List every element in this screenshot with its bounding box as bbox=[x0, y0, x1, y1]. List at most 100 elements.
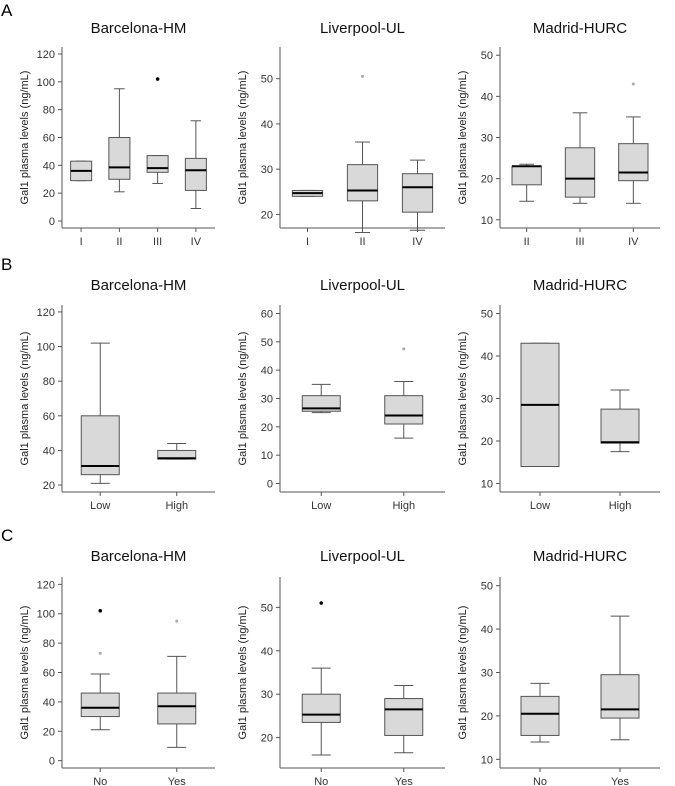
box-yes bbox=[384, 685, 424, 754]
outlier-point bbox=[319, 601, 324, 605]
iqr-box bbox=[108, 137, 131, 180]
x-tick-label: Yes bbox=[168, 776, 186, 786]
x-tick-label: No bbox=[93, 776, 107, 786]
x-tick-label: Low bbox=[530, 500, 550, 512]
y-tick-label: 100 bbox=[37, 342, 55, 354]
box-no bbox=[520, 682, 560, 743]
x-tick-label: High bbox=[392, 500, 415, 512]
x-tick-label: III bbox=[575, 236, 584, 248]
x-tick-label: II bbox=[116, 236, 122, 248]
box-iv bbox=[184, 120, 207, 210]
x-tick-label: No bbox=[533, 776, 547, 786]
box-yes bbox=[157, 619, 197, 748]
y-tick-label: 80 bbox=[43, 638, 55, 650]
iqr-box bbox=[80, 415, 120, 476]
chart-title: Madrid-HURC bbox=[533, 20, 627, 37]
y-tick-label: 0 bbox=[267, 479, 273, 491]
outlier-point bbox=[402, 347, 406, 351]
x-tick-label: High bbox=[609, 500, 632, 512]
outlier-point bbox=[98, 608, 103, 613]
y-tick-label: 20 bbox=[481, 711, 493, 723]
box-low bbox=[520, 342, 560, 467]
chart-c-liverpool-ul: Liverpool-UL Gal1 plasma levels (ng/mL) 20… bbox=[237, 548, 445, 786]
box-high bbox=[384, 347, 424, 439]
y-tick-label: 60 bbox=[43, 668, 55, 680]
iqr-box bbox=[346, 164, 379, 202]
charts: Barcelona-HM Gal1 plasma levels (ng/mL) 0 2… bbox=[19, 20, 660, 786]
iqr-box bbox=[301, 693, 341, 723]
iqr-box bbox=[384, 395, 424, 425]
box-iii bbox=[564, 112, 596, 204]
y-tick-label: 30 bbox=[481, 133, 493, 145]
x-tick-label: No bbox=[314, 776, 328, 786]
y-axis-label: Gal1 plasma levels (ng/mL) bbox=[457, 71, 469, 205]
x-tick-label: III bbox=[153, 236, 162, 248]
y-tick-label: 30 bbox=[261, 394, 273, 406]
iqr-box bbox=[146, 155, 169, 173]
iqr-box bbox=[301, 395, 341, 412]
chart-title: Barcelona-HM bbox=[91, 20, 187, 37]
y-tick-label: 0 bbox=[49, 756, 55, 768]
y-tick-label: 40 bbox=[481, 351, 493, 363]
y-tick-label: 0 bbox=[49, 216, 55, 228]
iqr-box bbox=[80, 692, 120, 718]
chart-title: Barcelona-HM bbox=[91, 277, 187, 294]
x-tick-label: I bbox=[80, 236, 83, 248]
chart-title: Madrid-HURC bbox=[533, 548, 627, 565]
y-axis-label: Gal1 plasma levels (ng/mL) bbox=[237, 71, 249, 205]
y-tick-label: 60 bbox=[43, 133, 55, 145]
box-high bbox=[600, 389, 640, 453]
iqr-box bbox=[384, 698, 424, 736]
chart-title: Liverpool-UL bbox=[320, 277, 405, 294]
box-yes bbox=[600, 615, 640, 741]
chart-b-madrid-hurc: Madrid-HURC Gal1 plasma levels (ng/mL) 10 2… bbox=[457, 277, 660, 512]
y-tick-label: 20 bbox=[261, 209, 273, 221]
y-tick-label: 50 bbox=[261, 602, 273, 614]
y-tick-label: 10 bbox=[481, 479, 493, 491]
y-tick-label: 20 bbox=[43, 188, 55, 200]
outlier-point bbox=[361, 74, 364, 78]
chart-c-madrid-hurc: Madrid-HURC Gal1 plasma levels (ng/mL) 10 2… bbox=[457, 548, 660, 786]
iqr-box bbox=[401, 173, 434, 213]
chart-title: Barcelona-HM bbox=[91, 548, 187, 565]
y-tick-label: 20 bbox=[43, 726, 55, 738]
y-tick-label: 80 bbox=[43, 376, 55, 388]
chart-c-barcelona-hm: Barcelona-HM Gal1 plasma levels (ng/mL) 0 2… bbox=[19, 548, 215, 786]
y-tick-label: 120 bbox=[37, 307, 55, 319]
iqr-box bbox=[600, 408, 640, 444]
iqr-box bbox=[564, 147, 596, 198]
y-tick-label: 30 bbox=[261, 689, 273, 701]
y-tick-label: 40 bbox=[481, 91, 493, 103]
y-tick-label: 30 bbox=[481, 668, 493, 680]
outlier-point bbox=[631, 82, 635, 86]
y-axis-label: Gal1 plasma levels (ng/mL) bbox=[237, 332, 249, 466]
x-tick-label: IV bbox=[191, 236, 202, 248]
x-tick-label: Yes bbox=[395, 776, 413, 786]
outlier-point bbox=[175, 619, 179, 623]
outlier-point bbox=[155, 77, 160, 81]
y-tick-label: 40 bbox=[261, 365, 273, 377]
y-tick-label: 50 bbox=[261, 74, 273, 86]
x-tick-label: Low bbox=[90, 500, 110, 512]
x-tick-label: II bbox=[524, 236, 530, 248]
y-tick-label: 40 bbox=[481, 624, 493, 636]
y-tick-label: 40 bbox=[43, 160, 55, 172]
y-tick-label: 50 bbox=[481, 581, 493, 593]
box-no bbox=[301, 601, 341, 756]
y-tick-label: 50 bbox=[481, 50, 493, 62]
y-tick-label: 80 bbox=[43, 105, 55, 117]
y-tick-label: 30 bbox=[261, 164, 273, 176]
chart-a-barcelona-hm: Barcelona-HM Gal1 plasma levels (ng/mL) 0 2… bbox=[19, 20, 215, 248]
y-axis-label: Gal1 plasma levels (ng/mL) bbox=[19, 332, 31, 466]
chart-title: Liverpool-UL bbox=[320, 548, 405, 565]
y-tick-label: 10 bbox=[481, 754, 493, 766]
iqr-box bbox=[511, 165, 542, 186]
chart-b-barcelona-hm: Barcelona-HM Gal1 plasma levels (ng/mL) 20… bbox=[19, 277, 215, 512]
box-i bbox=[291, 189, 324, 197]
y-tick-label: 40 bbox=[261, 119, 273, 131]
y-tick-label: 30 bbox=[481, 394, 493, 406]
y-tick-label: 20 bbox=[261, 422, 273, 434]
y-tick-label: 10 bbox=[481, 215, 493, 227]
x-tick-label: II bbox=[359, 236, 365, 248]
